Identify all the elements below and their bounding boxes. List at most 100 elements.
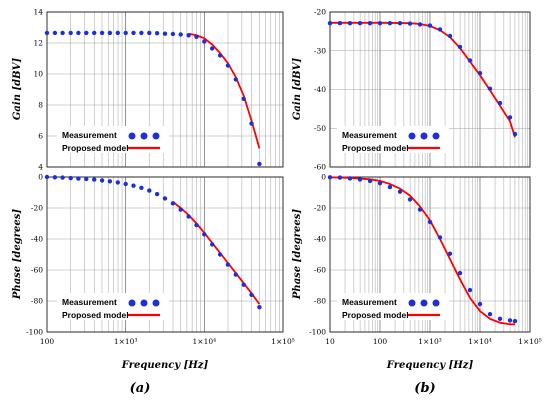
legend: Measurement Proposed model: [337, 126, 449, 153]
measurement-point: [347, 176, 353, 181]
legend-measurement-marker: [408, 132, 416, 140]
measurement-point: [249, 292, 254, 297]
measurement-point: [68, 30, 73, 36]
measurement-point: [178, 32, 183, 37]
measurement-point: [447, 251, 453, 256]
measurement-point: [427, 23, 433, 28]
measurement-point: [202, 39, 207, 44]
legend-measurement-label: Measurement: [62, 297, 117, 307]
y-tick-label: -80: [31, 297, 43, 306]
measurement-point: [44, 174, 50, 180]
y-tick-label: -40: [314, 85, 326, 94]
y-tick-label: -20: [314, 8, 326, 17]
measurement-point: [233, 77, 238, 82]
panel-a-phase: -100 -80 -60 -40 -20 0 100 1×10³ 1×10⁴ 1×10⁵ Pha…: [12, 173, 295, 372]
y-axis-label: Gain [dBV]: [12, 58, 23, 121]
model-curve: [330, 21, 516, 138]
measurement-point: [477, 301, 483, 307]
measurement-point: [107, 30, 113, 36]
measurement-point: [162, 196, 168, 201]
legend-measurement-marker: [420, 132, 428, 140]
y-tick-label: -100: [26, 328, 43, 337]
measurement-point: [131, 30, 136, 36]
legend-measurement-marker: [432, 132, 440, 140]
model-curve: [188, 32, 261, 149]
legend-measurement-marker: [432, 299, 440, 307]
measurement-point: [139, 30, 144, 36]
y-tick-label: 14: [33, 8, 43, 17]
y-tick-label: -60: [314, 163, 326, 172]
measurement-point: [387, 21, 393, 26]
measurement-point: [76, 176, 81, 181]
measurement-point: [357, 21, 363, 26]
measurement-point: [417, 207, 423, 212]
measurement-point: [123, 30, 128, 36]
measurement-point: [154, 191, 160, 197]
measurement-point: [147, 30, 152, 36]
measurement-point: [99, 178, 105, 183]
legend-measurement-marker: [140, 132, 148, 140]
measurement-point: [210, 46, 215, 51]
measurement-point: [507, 318, 513, 323]
measurement-point: [241, 96, 246, 102]
x-tick-label: 1×10⁵: [271, 337, 295, 346]
y-tick-label: -20: [314, 204, 326, 213]
measurement-point: [257, 305, 262, 310]
measurement-point: [467, 287, 473, 293]
subfigure-label-b: (b): [414, 381, 435, 396]
legend-model-label: Proposed model: [62, 310, 129, 320]
y-tick-label: -30: [314, 46, 326, 55]
measurement-point: [139, 185, 144, 190]
measurement-point: [178, 207, 183, 212]
legend: Measurement Proposed model: [57, 293, 169, 320]
measurement-point: [131, 183, 136, 188]
legend-measurement-label: Measurement: [342, 297, 397, 307]
y-tick-label: -40: [31, 235, 43, 244]
measurement-point: [447, 33, 453, 39]
measurement-point: [123, 181, 128, 187]
legend-measurement-marker: [152, 299, 160, 307]
measurement-point: [115, 30, 121, 36]
measurement-point: [154, 31, 160, 36]
x-axis-label: Frequency [Hz]: [121, 360, 209, 371]
subfigure-label-a: (a): [130, 381, 151, 396]
y-tick-label: -40: [314, 235, 326, 244]
measurement-point: [327, 175, 333, 180]
measurement-point: [337, 175, 343, 180]
y-axis-label: Phase [degrees]: [12, 209, 23, 300]
measurement-point: [367, 21, 373, 26]
measurement-point: [357, 177, 363, 182]
legend: Measurement Proposed model: [57, 126, 169, 153]
measurement-point: [337, 21, 343, 26]
y-tick-label: -100: [309, 328, 326, 337]
measurement-point: [407, 21, 413, 26]
measurement-point: [437, 235, 443, 240]
measurement-point: [170, 31, 176, 37]
y-tick-label: -60: [31, 266, 43, 275]
measurement-point: [497, 316, 503, 321]
measurement-point: [92, 30, 97, 36]
measurement-point: [347, 21, 353, 26]
measurement-point: [512, 131, 518, 137]
measurement-point: [507, 115, 513, 120]
measurement-point: [249, 121, 254, 126]
y-tick-label: -80: [314, 297, 326, 306]
x-tick-label: 1×10⁴: [193, 337, 217, 346]
model-curve: [172, 201, 261, 305]
y-tick-label: -20: [31, 204, 43, 213]
measurement-point: [233, 272, 238, 277]
measurement-point: [457, 270, 463, 276]
measurement-point: [52, 175, 58, 180]
measurement-point: [367, 178, 373, 184]
measurement-point: [210, 242, 215, 247]
measurement-point: [186, 214, 191, 219]
measurement-point: [427, 219, 433, 225]
measurement-point: [162, 31, 168, 36]
measurement-point: [92, 177, 97, 182]
measurement-point: [44, 30, 50, 36]
measurement-point: [107, 179, 113, 184]
plot-frame: [329, 11, 531, 168]
x-tick-label: 100: [40, 337, 55, 346]
measurement-point: [60, 30, 65, 36]
y-axis-label: Gain [dBV]: [292, 58, 303, 121]
